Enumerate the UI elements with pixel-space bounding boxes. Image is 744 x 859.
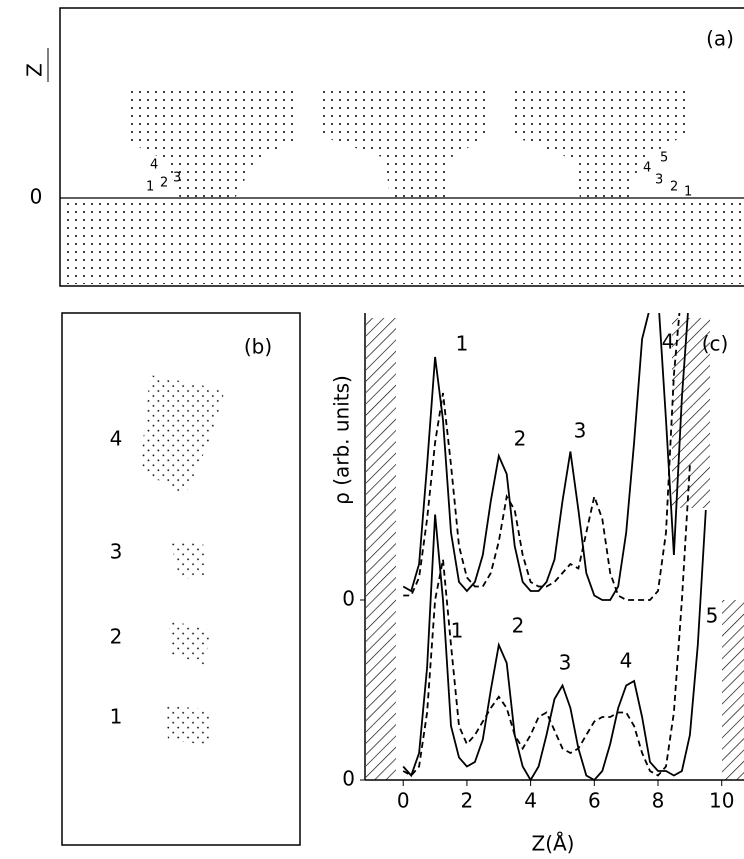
layer-label: 2 [110, 625, 123, 649]
layer-label: 1 [684, 185, 692, 200]
tip [510, 85, 685, 198]
plot-area [402, 313, 707, 782]
x-tick-label: 6 [588, 789, 601, 813]
x-tick-label: 8 [652, 789, 665, 813]
layer-label: 5 [660, 151, 668, 166]
peak-label: 3 [574, 419, 587, 443]
panel-frame [59, 7, 744, 287]
peak-label: 4 [662, 330, 675, 354]
tip [318, 85, 490, 198]
hatched-region [366, 318, 396, 780]
density-curve [402, 509, 707, 782]
peak-label: 5 [706, 604, 719, 628]
x-tick-label: 10 [709, 789, 734, 813]
layer-cluster [165, 705, 212, 745]
layer-cluster [168, 620, 210, 665]
layer-label: 2 [670, 180, 678, 195]
peak-label: 1 [451, 619, 464, 643]
layer-label: 3 [655, 173, 663, 188]
panel-frame [61, 312, 301, 846]
peak-label: 1 [456, 332, 469, 356]
tip [125, 88, 295, 198]
density-curve [403, 313, 681, 601]
layer-label: 1 [146, 180, 154, 195]
y-axis-label: ρ (arb. units) [330, 375, 354, 505]
layer-label: 4 [643, 161, 651, 176]
panel-a: (a) Z 0 4 1 2 3 4 5 3 2 1 [23, 7, 744, 287]
x-tick-label: 0 [397, 789, 410, 813]
y-tick-label: 0 [342, 767, 355, 791]
x-tick-label: 2 [461, 789, 474, 813]
substrate [62, 202, 744, 284]
panel-b: (b) 4 3 2 1 [61, 312, 301, 846]
zero-label: 0 [30, 185, 43, 209]
density-curve [402, 464, 691, 777]
x-tick-label: 4 [524, 789, 537, 813]
layer-label: 3 [173, 171, 181, 186]
peak-label: 4 [620, 649, 633, 673]
panel-label: (b) [244, 335, 272, 359]
layer-label: 2 [160, 176, 168, 191]
panel-label: (c) [702, 332, 729, 356]
panel-label: (a) [706, 27, 734, 51]
x-axis-label: Z(Å) [532, 832, 575, 856]
density-curve [402, 313, 689, 601]
axis-label: Z [23, 63, 47, 77]
peak-label: 2 [514, 427, 527, 451]
layer-label: 3 [110, 540, 123, 564]
layer-label: 4 [110, 427, 123, 451]
hatched-region [722, 600, 744, 780]
layer-label: 4 [150, 158, 158, 173]
layer-cluster [140, 375, 225, 495]
layer-label: 1 [110, 705, 123, 729]
y2-tick-label: 0 [342, 587, 355, 611]
layer-cluster [170, 540, 205, 580]
peak-label: 3 [559, 651, 572, 675]
peak-label: 2 [512, 614, 525, 638]
